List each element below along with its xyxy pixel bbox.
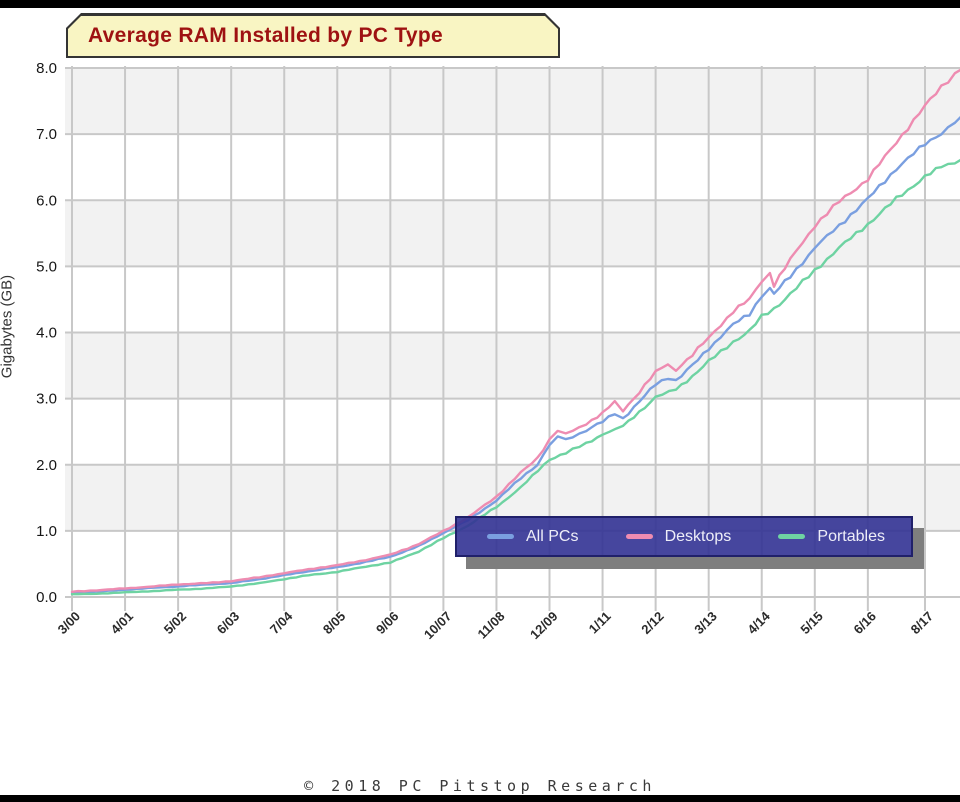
plot-band [65, 200, 960, 267]
plot-band [65, 68, 960, 135]
plot-band [65, 134, 960, 201]
x-tick-label: 5/15 [797, 609, 826, 638]
legend-swatch-desktops-icon [625, 534, 653, 539]
series-line-all-pcs [70, 116, 960, 595]
x-tick-label: 11/08 [474, 609, 507, 642]
legend-label-portables: Portables [817, 527, 885, 545]
x-tick-label: 4/01 [108, 609, 137, 638]
x-tick-label: 8/05 [320, 609, 349, 638]
copyright-text: © 2018 PC Pitstop Research [304, 777, 656, 795]
y-tick-label: 6.0 [36, 192, 57, 209]
x-tick-label: 2/12 [638, 609, 667, 638]
chart-title-box: Average RAM Installed by PC Type [66, 13, 560, 58]
y-tick-label: 1.0 [36, 523, 57, 540]
x-tick-label: 12/09 [527, 609, 561, 643]
plot-band [65, 398, 960, 465]
x-tick-label: 5/02 [161, 609, 190, 638]
x-tick-label: 8/17 [908, 609, 937, 638]
top-letterbox-bar [0, 0, 960, 8]
plot-band [65, 266, 960, 333]
y-tick-label: 7.0 [36, 126, 57, 143]
legend-swatch-all-pcs-icon [487, 534, 514, 539]
y-axis-title: Gigabytes (GB) [0, 274, 16, 379]
y-tick-label: 0.0 [36, 589, 57, 606]
legend-item-portables: Portables [778, 528, 885, 546]
x-tick-label: 6/03 [214, 609, 243, 638]
legend-swatch-portables-icon [778, 534, 806, 539]
y-tick-label: 2.0 [36, 457, 57, 474]
series-line-portables [70, 158, 960, 596]
x-tick-label: 3/00 [55, 609, 84, 638]
x-tick-label: 1/11 [586, 609, 614, 637]
y-tick-label: 5.0 [36, 258, 57, 275]
legend-item-all-pcs: All PCs [487, 528, 578, 546]
x-tick-label: 6/16 [850, 609, 879, 638]
bottom-letterbox-bar [0, 795, 960, 802]
y-tick-label: 3.0 [36, 391, 57, 408]
y-tick-label: 8.0 [36, 60, 57, 77]
legend-label-all-pcs: All PCs [526, 527, 579, 545]
x-tick-label: 10/07 [421, 609, 455, 643]
plot-band [65, 332, 960, 399]
legend: All PCs Desktops Portables [455, 516, 913, 557]
chart-plot-area: 0.0 1.0 2.0 3.0 4.0 5.0 6.0 7.0 8.0 3/00 4/01 5/02 6… [36, 60, 960, 643]
x-tick-label: 9/06 [373, 609, 402, 638]
x-tick-label: 3/13 [691, 609, 720, 638]
chart-title: Average RAM Installed by PC Type [88, 24, 444, 47]
series-line-desktops [70, 68, 960, 593]
x-tick-label: 4/14 [744, 608, 773, 637]
chart-title-inner: Average RAM Installed by PC Type [68, 16, 558, 56]
legend-label-desktops: Desktops [664, 527, 732, 545]
x-tick-label: 7/04 [267, 608, 296, 637]
legend-item-desktops: Desktops [625, 527, 732, 546]
y-tick-label: 4.0 [36, 325, 57, 342]
